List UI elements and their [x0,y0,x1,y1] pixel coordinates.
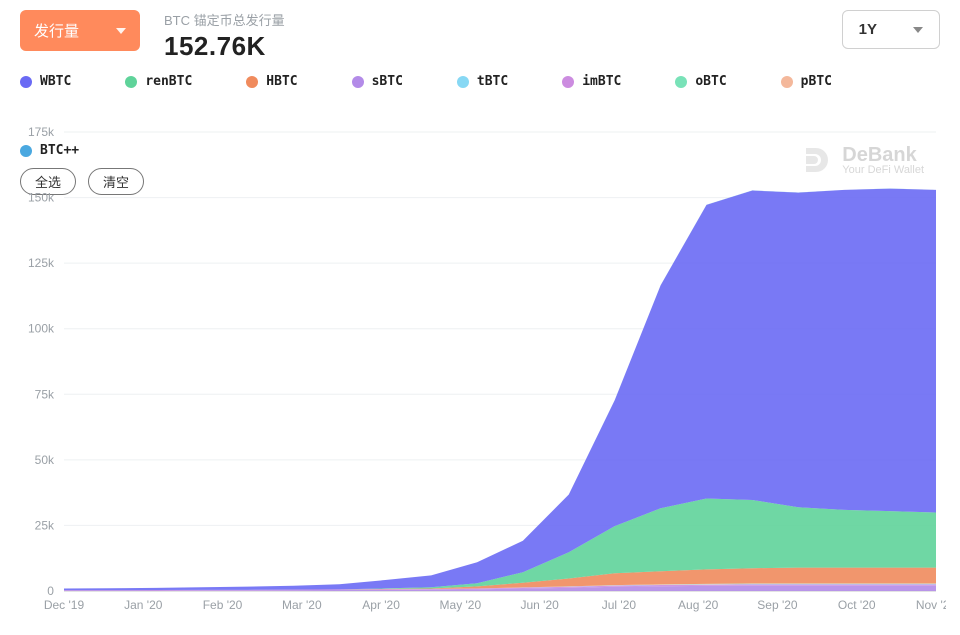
legend-item-tbtc[interactable]: tBTC [457,74,508,89]
svg-text:125k: 125k [28,256,55,270]
range-label: 1Y [859,21,877,38]
legend-item-hbtc[interactable]: HBTC [246,74,297,89]
chevron-down-icon [913,27,923,33]
legend-item-pbtc[interactable]: pBTC [781,74,832,89]
legend-label: WBTC [40,74,71,89]
svg-text:Jul '20: Jul '20 [602,598,637,612]
legend-dot-icon [457,76,469,88]
legend-label: pBTC [801,74,832,89]
legend-dot-icon [125,76,137,88]
svg-text:Jun '20: Jun '20 [520,598,559,612]
legend-label: tBTC [477,74,508,89]
legend-label: imBTC [582,74,621,89]
legend-item-wbtc[interactable]: WBTC [20,74,71,89]
svg-text:175k: 175k [28,125,55,139]
svg-text:Aug '20: Aug '20 [678,598,719,612]
svg-text:50k: 50k [35,453,55,467]
svg-text:Jan '20: Jan '20 [124,598,163,612]
svg-text:Oct '20: Oct '20 [838,598,876,612]
metric-dropdown[interactable]: 发行量 [20,10,140,51]
svg-text:Nov '20: Nov '20 [916,598,946,612]
kpi-block: BTC 锚定币总发行量 152.76K [164,10,285,62]
chart: 0 25k 50k 75k 100k 125k 150k 175k Dec '19 Jan '20… [14,122,946,621]
chart-svg: 0 25k 50k 75k 100k 125k 150k 175k Dec '19 Jan '20… [14,122,946,621]
svg-text:150k: 150k [28,191,55,205]
svg-text:May '20: May '20 [440,598,482,612]
legend-dot-icon [246,76,258,88]
svg-text:100k: 100k [28,322,55,336]
svg-text:Dec '19: Dec '19 [44,598,85,612]
chevron-down-icon [116,28,126,34]
legend-item-sbtc[interactable]: sBTC [352,74,403,89]
header: 发行量 BTC 锚定币总发行量 152.76K 1Y [0,0,960,62]
header-left: 发行量 BTC 锚定币总发行量 152.76K [20,10,285,62]
legend-label: sBTC [372,74,403,89]
legend-dot-icon [562,76,574,88]
svg-text:Sep '20: Sep '20 [757,598,798,612]
kpi-label: BTC 锚定币总发行量 [164,10,285,29]
legend-item-obtc[interactable]: oBTC [675,74,726,89]
svg-text:Feb '20: Feb '20 [203,598,243,612]
svg-text:0: 0 [47,584,54,598]
legend-dot-icon [675,76,687,88]
legend-label: renBTC [145,74,192,89]
svg-text:Mar '20: Mar '20 [282,598,322,612]
svg-text:Apr '20: Apr '20 [362,598,400,612]
legend-label: HBTC [266,74,297,89]
legend-item-imbtc[interactable]: imBTC [562,74,621,89]
legend-label: oBTC [695,74,726,89]
svg-text:25k: 25k [35,518,55,532]
legend-dot-icon [20,76,32,88]
legend-item-renbtc[interactable]: renBTC [125,74,192,89]
range-dropdown[interactable]: 1Y [842,10,940,49]
kpi-value: 152.76K [164,31,285,62]
legend-dot-icon [781,76,793,88]
metric-dropdown-label: 发行量 [34,20,79,41]
legend-dot-icon [352,76,364,88]
svg-text:75k: 75k [35,387,55,401]
